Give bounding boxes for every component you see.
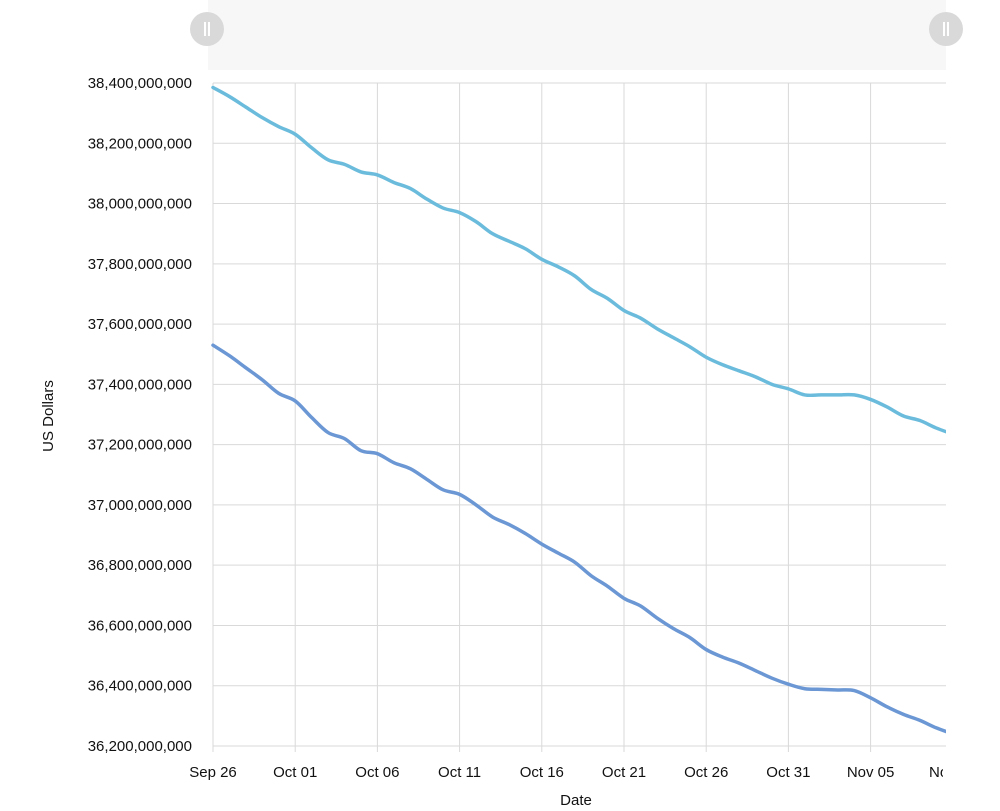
x-axis: Sep 26 Oct 01 Oct 06 Oct 11 Oct 16 Oct 21 Oct … [189, 764, 977, 781]
range-handle-left-icon[interactable] [190, 12, 224, 46]
x-tick-label: Sep 26 [189, 764, 237, 781]
x-tick-label: Oct 11 [438, 764, 481, 781]
y-tick-label: 38,400,000,000 [88, 75, 192, 92]
x-tick-label: Oct 21 [602, 764, 646, 781]
series-line-2 [211, 343, 946, 734]
y-tick-label: 37,000,000,000 [88, 497, 192, 514]
y-tick-label: 37,200,000,000 [88, 437, 192, 454]
y-tick-label: 36,200,000,000 [88, 738, 192, 755]
x-axis-title: Date [560, 792, 592, 809]
grid-lines [212, 82, 946, 752]
x-tick-label: Oct 01 [273, 764, 317, 781]
x-tick-label: Nov 10 [929, 764, 977, 781]
series-layer [211, 85, 946, 734]
y-tick-label: 36,400,000,000 [88, 678, 192, 695]
y-tick-label: 37,800,000,000 [88, 256, 192, 273]
x-tick-label: Nov 05 [847, 764, 895, 781]
x-tick-label: Oct 16 [520, 764, 564, 781]
y-tick-label: 37,600,000,000 [88, 316, 192, 333]
y-tick-label: 36,600,000,000 [88, 617, 192, 634]
x-tick-label: Oct 26 [684, 764, 728, 781]
y-tick-label: 38,200,000,000 [88, 135, 192, 152]
x-tick-label: Oct 31 [766, 764, 810, 781]
range-handle-right-icon[interactable] [929, 12, 963, 46]
y-axis-title: US Dollars [40, 380, 57, 452]
y-tick-label: 38,000,000,000 [88, 196, 192, 213]
y-axis: 36,200,000,000 36,400,000,000 36,600,000,0… [88, 75, 192, 755]
y-tick-label: 36,800,000,000 [88, 557, 192, 574]
y-tick-label: 37,400,000,000 [88, 376, 192, 393]
series-line-1 [211, 85, 946, 434]
range-navigator[interactable] [208, 0, 946, 70]
x-tick-label: Oct 06 [355, 764, 399, 781]
